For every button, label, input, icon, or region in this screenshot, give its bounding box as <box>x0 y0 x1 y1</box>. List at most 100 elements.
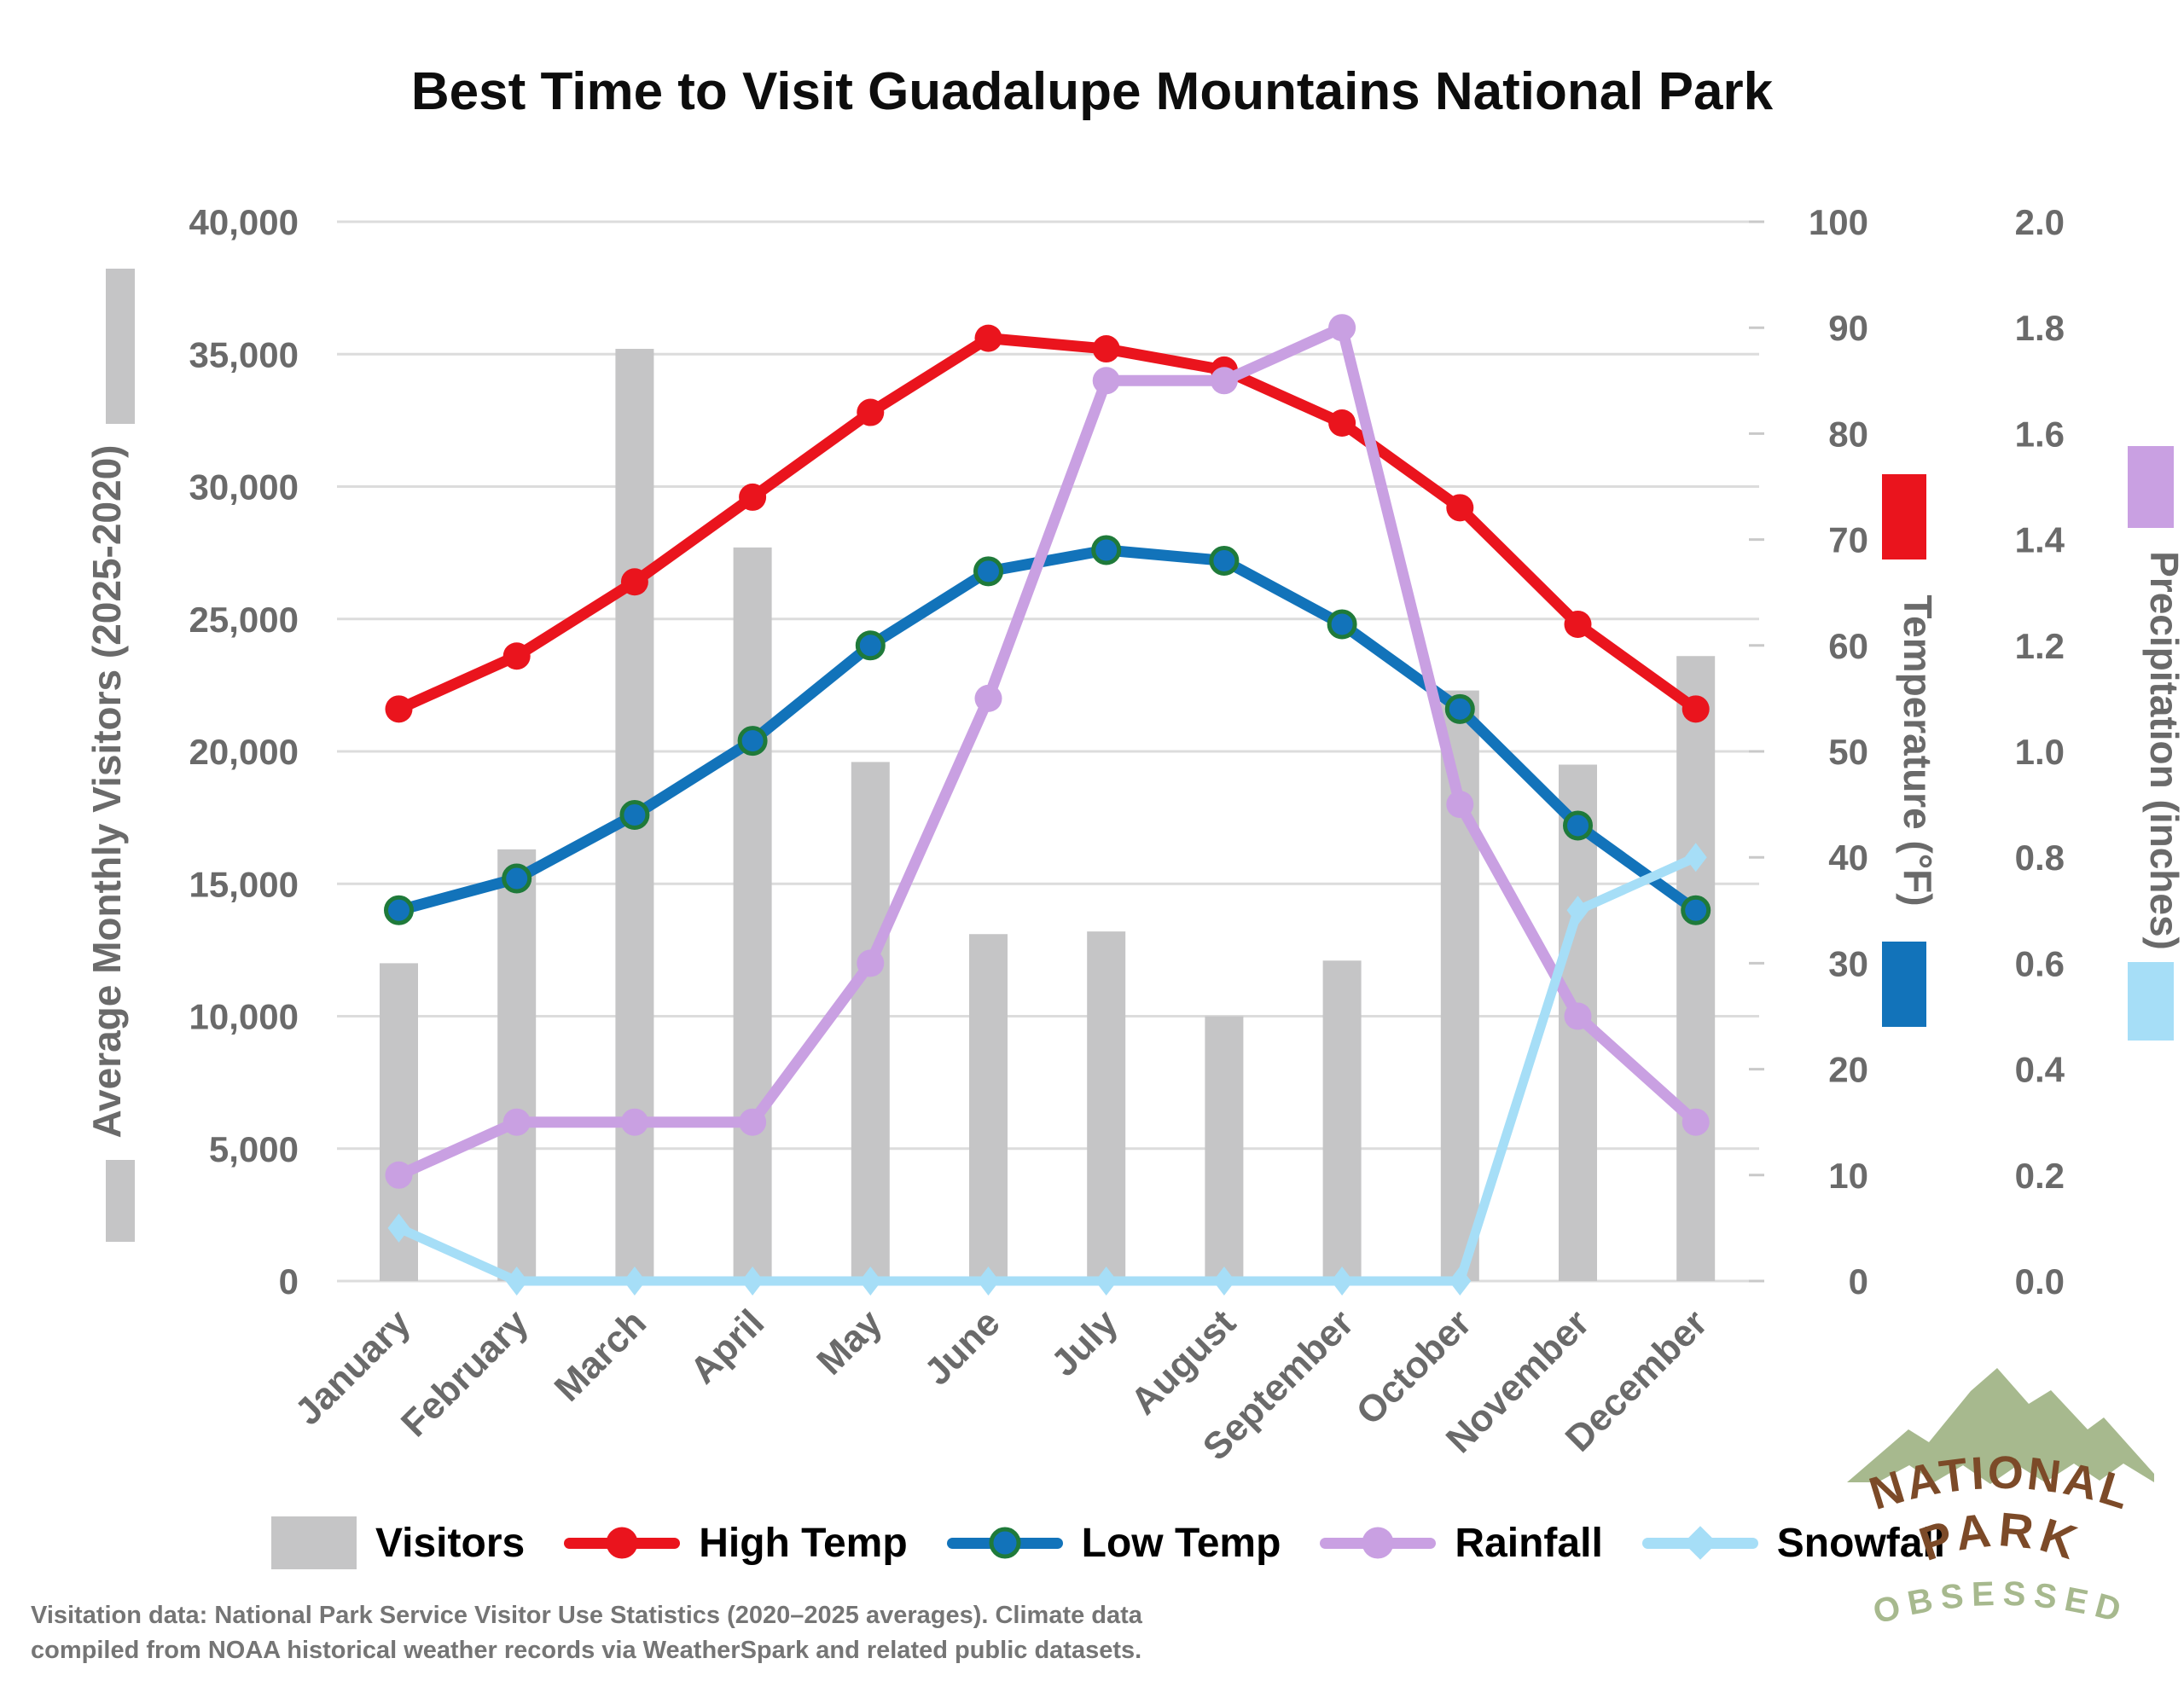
high-temp-marker <box>1682 695 1710 723</box>
low-temp-marker <box>855 630 886 661</box>
high-temp-marker <box>620 568 648 596</box>
high-temp-marker <box>1092 335 1120 363</box>
precipitation-tick-label: 0.8 <box>2015 838 2065 878</box>
high-temp-marker <box>739 483 767 511</box>
attribution: Visitation data: National Park Service V… <box>31 1598 1142 1668</box>
snowfall-marker <box>977 1267 1000 1296</box>
snowfall-marker <box>387 1213 410 1243</box>
snowfall-marker <box>1212 1267 1235 1296</box>
temperature-tick-label: 80 <box>1828 414 1868 454</box>
high-temp-marker <box>974 324 1002 352</box>
svg-text:OBSESSED: OBSESSED <box>1869 1575 2132 1632</box>
low-temp-marker <box>737 726 768 757</box>
legend-label: Visitors <box>375 1520 526 1566</box>
snowfall-marker <box>623 1267 646 1296</box>
rainfall-marker <box>385 1161 413 1189</box>
visitors-tick-label: 35,000 <box>189 334 299 374</box>
precipitation-tick-label: 1.0 <box>2015 732 2065 772</box>
logo-word-park: PARK <box>1913 1502 2083 1571</box>
high-temp-line <box>393 333 1702 715</box>
snowfall-marker <box>1684 843 1707 872</box>
temperature-tick-label: 100 <box>1809 202 1868 242</box>
legend-item-rainfall: Rainfall <box>1320 1520 1603 1567</box>
visitors-tick-label: 15,000 <box>189 864 299 904</box>
rainfall-marker <box>739 1108 767 1136</box>
temperature-tick-label: 50 <box>1828 732 1868 772</box>
temperature-tick-label: 10 <box>1828 1156 1868 1196</box>
temperature-tick-label: 0 <box>1849 1261 1868 1301</box>
month-label: August <box>1123 1301 1244 1423</box>
visitor-bar <box>851 762 890 1281</box>
snowfall-axis-swatch <box>2128 962 2174 1041</box>
low-temp-line-icon <box>946 1522 1063 1563</box>
visitors-tick-label: 0 <box>279 1261 299 1301</box>
rainfall-marker <box>1092 367 1120 395</box>
visitor-bar <box>1087 931 1126 1281</box>
snowfall-marker <box>1331 1267 1354 1296</box>
visitors-tick-label: 25,000 <box>189 600 299 640</box>
low-temp-marker <box>1209 545 1240 576</box>
logo-word-obsessed: OBSESSED <box>1869 1575 2124 1632</box>
visitors-tick-label: 30,000 <box>189 467 299 507</box>
low-temp-marker <box>1444 693 1475 724</box>
high-temp-marker <box>1446 494 1474 522</box>
rainfall-marker <box>1446 791 1474 819</box>
month-label: April <box>682 1301 773 1392</box>
rainfall-marker <box>1328 314 1356 342</box>
snowfall-line-icon <box>1641 1522 1758 1563</box>
mountain-icon <box>1847 1368 2154 1484</box>
visitors-axis-swatch-top <box>106 269 135 424</box>
visitors-swatch-icon <box>271 1516 357 1569</box>
visitor-bar <box>1676 656 1716 1281</box>
visitors-axis-swatch-bottom <box>106 1160 135 1242</box>
precipitation-tick-label: 0.0 <box>2015 1261 2065 1301</box>
temperature-tick-label: 70 <box>1828 520 1868 560</box>
precipitation-tick-label: 1.2 <box>2015 626 2065 666</box>
temperature-tick-label: 30 <box>1828 943 1868 983</box>
rainfall-marker <box>1682 1108 1710 1136</box>
high-temp-axis-swatch <box>1882 474 1926 559</box>
month-label: May <box>809 1301 891 1383</box>
precipitation-tick-label: 0.6 <box>2015 943 2065 983</box>
legend-item-visitors: Visitors <box>271 1516 525 1569</box>
legend-label: High Temp <box>699 1520 908 1566</box>
low-temp-marker <box>1327 609 1357 640</box>
snowfall-marker <box>741 1267 764 1296</box>
month-label: February <box>393 1301 537 1445</box>
low-temp-marker <box>502 863 532 894</box>
low-temp-marker <box>1681 895 1711 925</box>
chart-legend: Visitors High Temp Low Temp Rainfall Sno… <box>271 1516 1945 1569</box>
visitor-bar <box>733 547 772 1281</box>
rainfall-marker <box>502 1108 531 1136</box>
legend-label: Low Temp <box>1081 1520 1281 1566</box>
legend-label: Rainfall <box>1455 1520 1603 1566</box>
low-temp-axis-swatch <box>1882 942 1926 1027</box>
temperature-tick-label: 20 <box>1828 1050 1868 1090</box>
snowfall-line <box>394 852 1701 1286</box>
high-temp-marker <box>857 398 885 426</box>
legend-label: Snowfall <box>1776 1520 1946 1566</box>
visitors-tick-label: 20,000 <box>189 732 299 772</box>
temperature-tick-label: 60 <box>1828 626 1868 666</box>
precipitation-tick-label: 0.2 <box>2015 1156 2065 1196</box>
visitor-bar <box>1205 1016 1244 1281</box>
low-temp-marker <box>384 895 414 925</box>
page-title: Best Time to Visit Guadalupe Mountains N… <box>410 62 1774 121</box>
rainfall-marker <box>620 1108 648 1136</box>
snowfall-marker <box>1095 1267 1118 1296</box>
visitor-bar <box>497 849 537 1281</box>
low-temp-marker <box>1563 810 1593 841</box>
temperature-axis-title: Temperature (°F) <box>1896 594 1940 906</box>
attribution-line-1: Visitation data: National Park Service V… <box>31 1602 1142 1629</box>
precipitation-tick-label: 0.4 <box>2015 1050 2065 1090</box>
precipitation-tick-label: 1.6 <box>2015 414 2065 454</box>
snowfall-marker <box>1566 896 1589 925</box>
high-temp-marker <box>1564 610 1592 638</box>
high-temp-line-icon <box>564 1522 681 1563</box>
temperature-tick-label: 40 <box>1828 838 1868 878</box>
high-temp-marker <box>502 642 531 670</box>
visitors-tick-label: 10,000 <box>189 997 299 1037</box>
rainfall-line-icon <box>1320 1522 1437 1563</box>
rainfall-line <box>393 322 1702 1181</box>
